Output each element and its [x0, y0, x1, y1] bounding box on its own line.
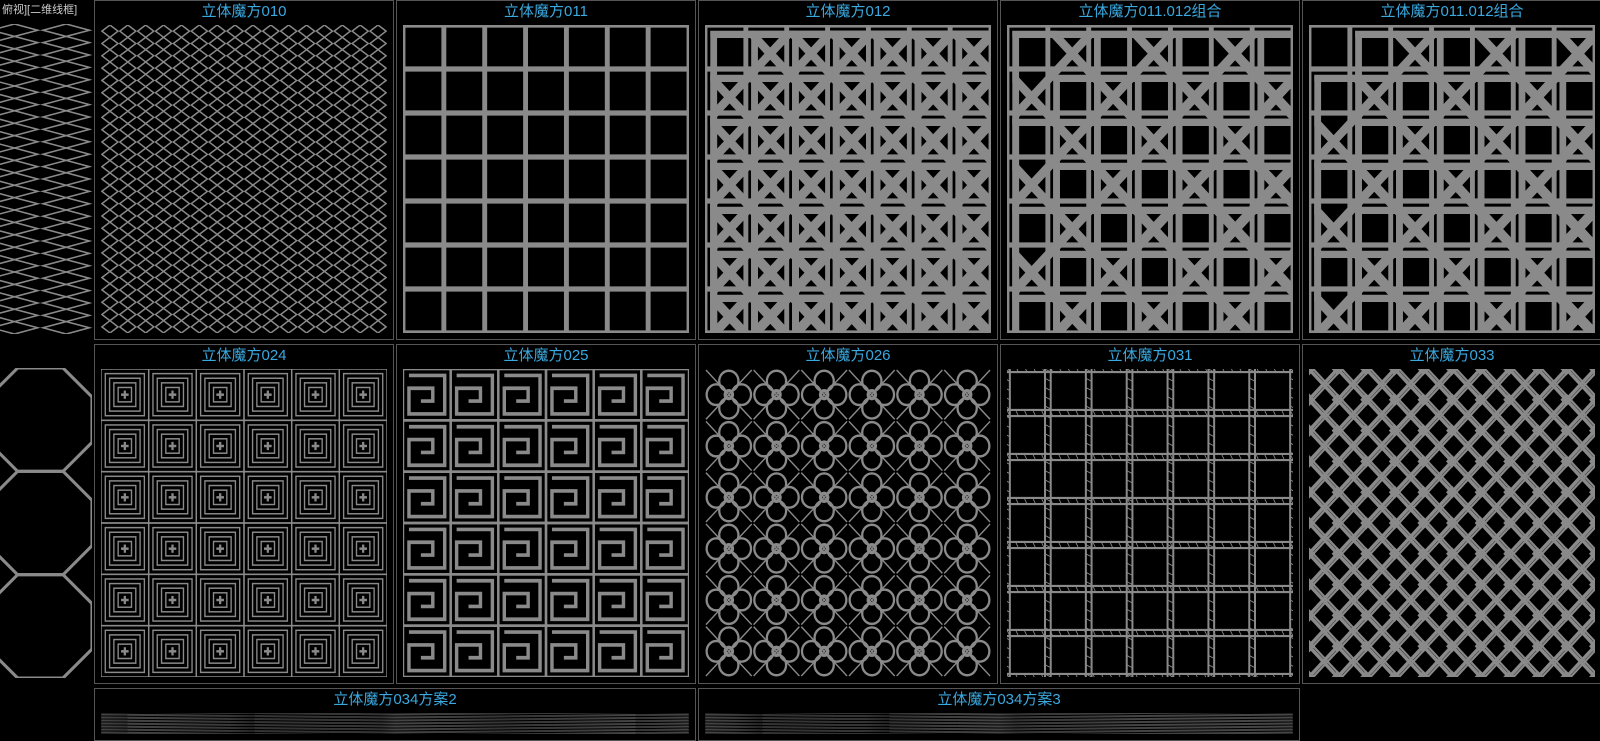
tile-thumbnail[interactable] — [705, 25, 991, 333]
row2-cell[interactable]: 立体魔方031 — [1000, 344, 1300, 684]
row2-cell[interactable]: 立体魔方033 — [1302, 344, 1600, 684]
row3-cell[interactable]: 立体魔方034方案3 — [698, 688, 1300, 741]
tile-label: 立体魔方011 — [397, 1, 695, 23]
row1-cell[interactable]: 立体魔方010 — [94, 0, 394, 340]
tile-label: 立体魔方011.012组合 — [1001, 1, 1299, 23]
tile-thumbnail[interactable] — [705, 369, 991, 677]
left-partial-row1[interactable] — [0, 24, 92, 334]
tile-thumbnail[interactable] — [101, 713, 689, 734]
tile-thumbnail[interactable] — [705, 713, 1293, 734]
row1-cell[interactable]: 立体魔方011.012组合 — [1302, 0, 1600, 340]
left-partial-row2[interactable] — [0, 368, 92, 678]
drawing-canvas[interactable]: 立体魔方010立体魔方011立体魔方012立体魔方011.012组合立体魔方01… — [0, 0, 1600, 741]
tile-label: 立体魔方031 — [1001, 345, 1299, 367]
tile-label: 立体魔方012 — [699, 1, 997, 23]
tile-thumbnail[interactable] — [101, 25, 387, 333]
tile-label: 立体魔方034方案2 — [95, 689, 695, 711]
tile-thumbnail[interactable] — [403, 369, 689, 677]
row2-cell[interactable]: 立体魔方024 — [94, 344, 394, 684]
row3-cell[interactable]: 立体魔方034方案2 — [94, 688, 696, 741]
viewport-label: 俯视][二维线框] — [2, 1, 77, 17]
tile-label: 立体魔方025 — [397, 345, 695, 367]
tile-label: 立体魔方026 — [699, 345, 997, 367]
row1-cell[interactable]: 立体魔方011 — [396, 0, 696, 340]
tile-label: 立体魔方033 — [1303, 345, 1600, 367]
row2-cell[interactable]: 立体魔方026 — [698, 344, 998, 684]
tile-label: 立体魔方011.012组合 — [1303, 1, 1600, 23]
tile-thumbnail[interactable] — [1007, 369, 1293, 677]
row2-cell[interactable]: 立体魔方025 — [396, 344, 696, 684]
row1-cell[interactable]: 立体魔方011.012组合 — [1000, 0, 1300, 340]
tile-thumbnail[interactable] — [1309, 25, 1595, 333]
tile-thumbnail[interactable] — [1007, 25, 1293, 333]
tile-label: 立体魔方034方案3 — [699, 689, 1299, 711]
tile-thumbnail[interactable] — [403, 25, 689, 333]
tile-label: 立体魔方010 — [95, 1, 393, 23]
tile-thumbnail[interactable] — [1309, 369, 1595, 677]
tile-thumbnail[interactable] — [101, 369, 387, 677]
tile-label: 立体魔方024 — [95, 345, 393, 367]
row1-cell[interactable]: 立体魔方012 — [698, 0, 998, 340]
